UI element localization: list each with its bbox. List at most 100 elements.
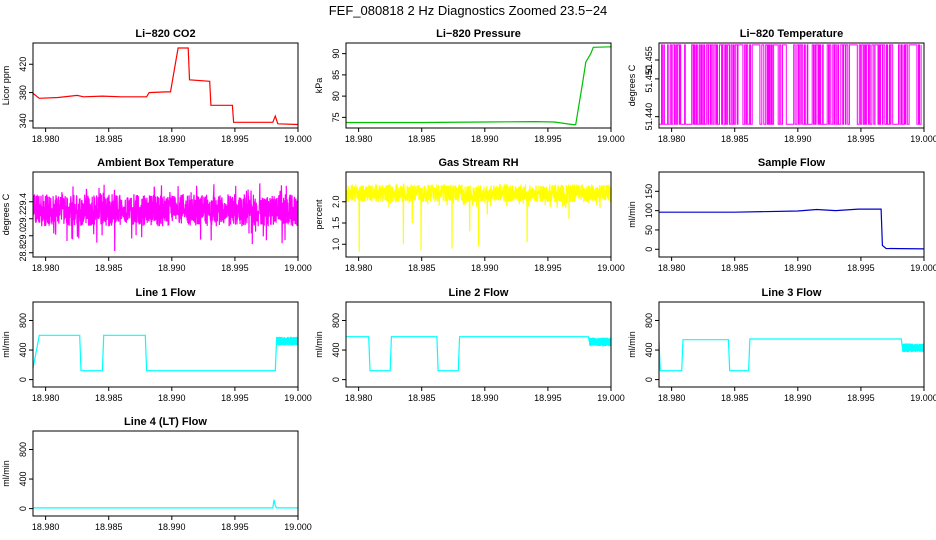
y-tick-label: 400: [644, 343, 654, 358]
plot-area: [33, 183, 298, 252]
plot-frame: [658, 301, 925, 388]
chart-panel-line-1-flow: Line 1 Flow 18.980 18.985 18.990 18.995 19.00…: [1, 287, 312, 403]
y-axis-label: degrees C: [627, 64, 637, 106]
series-line: [33, 183, 298, 252]
x-tick-label: 18.980: [32, 393, 60, 403]
x-tick-label: 18.990: [158, 522, 186, 532]
x-tick-label: 18.985: [408, 263, 436, 273]
chart-panel-sample-flow: Sample Flow 18.980 18.985 18.990 18.995 19.00…: [627, 157, 936, 273]
y-axis-label: ml/min: [627, 201, 637, 228]
x-tick-label: 18.980: [32, 134, 60, 144]
x-tick-label: 18.980: [32, 263, 60, 273]
y-axis-label: degrees C: [1, 193, 11, 235]
y-tick-label: 0: [644, 377, 654, 382]
y-tick-label: 1.0: [331, 238, 341, 251]
x-tick-label: 18.985: [95, 522, 123, 532]
series-line: [346, 183, 611, 252]
series-line: [659, 208, 924, 250]
y-tick-label: 0: [644, 247, 654, 252]
y-axis-label: ml/min: [627, 331, 637, 358]
y-axis-label: Licor ppm: [1, 66, 11, 106]
plot-area: [659, 44, 922, 125]
y-axis-label: ml/min: [1, 460, 11, 487]
y-tick-label: 75: [331, 112, 341, 122]
y-tick-label: 0: [18, 506, 28, 511]
x-tick-label: 18.990: [784, 134, 812, 144]
chart-panel-line-3-flow: Line 3 Flow 18.980 18.985 18.990 18.995 19.00…: [627, 287, 936, 403]
chart-panel-line-2-flow: Line 2 Flow 18.980 18.985 18.990 18.995 19.00…: [314, 287, 625, 403]
x-tick-label: 18.980: [345, 263, 373, 273]
y-tick-label: 50: [644, 225, 654, 235]
plot-area: [659, 208, 924, 250]
plot-frame: [32, 42, 299, 129]
x-tick-label: 18.985: [408, 134, 436, 144]
plot-frame: [658, 42, 925, 129]
x-tick-label: 19.000: [284, 263, 312, 273]
x-tick-label: 18.980: [658, 393, 686, 403]
x-tick-label: 19.000: [284, 134, 312, 144]
plot-frame: [658, 171, 925, 258]
y-tick-label: 2.0: [331, 195, 341, 208]
y-tick-label: 380: [18, 85, 28, 100]
y-tick-label: 51.455: [644, 46, 654, 74]
x-tick-label: 18.995: [221, 263, 249, 273]
x-tick-label: 18.995: [221, 134, 249, 144]
plot-frame: [345, 301, 612, 388]
panel-title: Li−820 Pressure: [436, 28, 521, 40]
plot-area: [33, 334, 298, 372]
x-tick-label: 19.000: [597, 263, 625, 273]
x-tick-label: 19.000: [910, 393, 936, 403]
y-tick-label: 800: [18, 313, 28, 328]
plot-area: [346, 183, 611, 252]
x-tick-label: 18.990: [471, 393, 499, 403]
y-tick-label: 400: [18, 472, 28, 487]
x-tick-label: 18.990: [471, 134, 499, 144]
x-tick-label: 18.995: [847, 393, 875, 403]
plot-area: [346, 336, 611, 372]
panel-title: Gas Stream RH: [438, 157, 518, 169]
y-axis-label: kPa: [314, 78, 324, 94]
y-tick-label: 0: [331, 377, 341, 382]
x-tick-label: 18.995: [221, 393, 249, 403]
x-tick-label: 18.985: [95, 263, 123, 273]
plot-frame: [32, 171, 299, 258]
x-tick-label: 18.980: [345, 134, 373, 144]
y-axis-label: ml/min: [314, 331, 324, 358]
y-axis-label: ml/min: [1, 331, 11, 358]
panel-title: Li−820 Temperature: [740, 28, 843, 40]
chart-panel-li-820-co2: Li−820 CO2 18.980 18.985 18.990 18.995 19.000…: [1, 28, 312, 144]
x-tick-label: 18.985: [95, 393, 123, 403]
plot-area: [659, 338, 924, 372]
panel-title: Line 4 (LT) Flow: [124, 416, 207, 428]
x-tick-label: 18.985: [721, 263, 749, 273]
x-tick-label: 18.980: [658, 263, 686, 273]
x-tick-label: 18.995: [847, 263, 875, 273]
x-tick-label: 18.990: [784, 263, 812, 273]
chart-panel-li-820-temperature: Li−820 Temperature 18.980 18.985 18.990 18.9…: [627, 28, 936, 144]
y-tick-label: 150: [644, 184, 654, 199]
chart-panel-line-4-lt-flow: Line 4 (LT) Flow 18.980 18.985 18.990 18.995…: [1, 416, 312, 532]
x-tick-label: 18.995: [534, 134, 562, 144]
y-tick-label: 51.440: [644, 103, 654, 131]
plot-area: [33, 499, 298, 509]
chart-panel-li-820-pressure: Li−820 Pressure 18.980 18.985 18.990 18.995 1…: [314, 28, 625, 144]
y-axis-label: percent: [314, 199, 324, 230]
x-tick-label: 18.995: [221, 522, 249, 532]
y-tick-label: 0: [18, 377, 28, 382]
series-line: [659, 338, 924, 372]
panel-title: Li−820 CO2: [135, 28, 195, 40]
plot-frame: [345, 42, 612, 129]
series-line: [33, 334, 298, 372]
x-tick-label: 19.000: [910, 134, 936, 144]
chart-panels: Li−820 CO2 18.980 18.985 18.990 18.995 19.000…: [1, 28, 936, 532]
x-tick-label: 18.985: [721, 134, 749, 144]
plot-area: [346, 46, 611, 126]
x-tick-label: 19.000: [910, 263, 936, 273]
y-tick-label: 420: [18, 57, 28, 72]
series-line: [33, 47, 298, 126]
x-tick-label: 18.990: [471, 263, 499, 273]
x-tick-label: 19.000: [597, 393, 625, 403]
plot-area: [33, 47, 298, 126]
series-line: [659, 44, 922, 125]
